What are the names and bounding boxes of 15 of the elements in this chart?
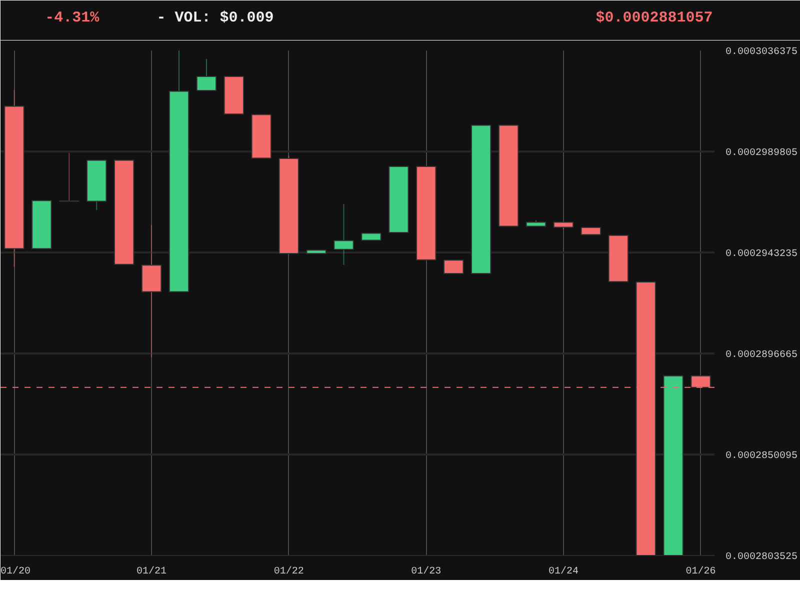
ref-line-label: $0.0002881057 (596, 10, 713, 26)
x-tick-label: 01/21 (136, 566, 167, 578)
y-tick-label: 0.0002850095 (726, 451, 798, 462)
y-tick-label: 0.0002989805 (726, 148, 798, 159)
y-tick-label: 0.0002803525 (726, 552, 798, 563)
chart-title: -4.31% (45, 10, 100, 26)
x-tick-label: 01/24 (548, 566, 578, 578)
y-tick-label: 0.0002896665 (726, 350, 798, 361)
chart-subtitle: - VOL: $0.009 (156, 10, 274, 26)
x-tick-label: 01/20 (0, 566, 31, 578)
x-tick-label: 01/26 (686, 566, 716, 578)
y-tick-label: 0.0003036375 (726, 47, 798, 58)
x-tick-label: 01/22 (274, 566, 304, 578)
y-tick-label: 0.0002943235 (726, 249, 798, 260)
x-tick-label: 01/23 (411, 566, 442, 578)
